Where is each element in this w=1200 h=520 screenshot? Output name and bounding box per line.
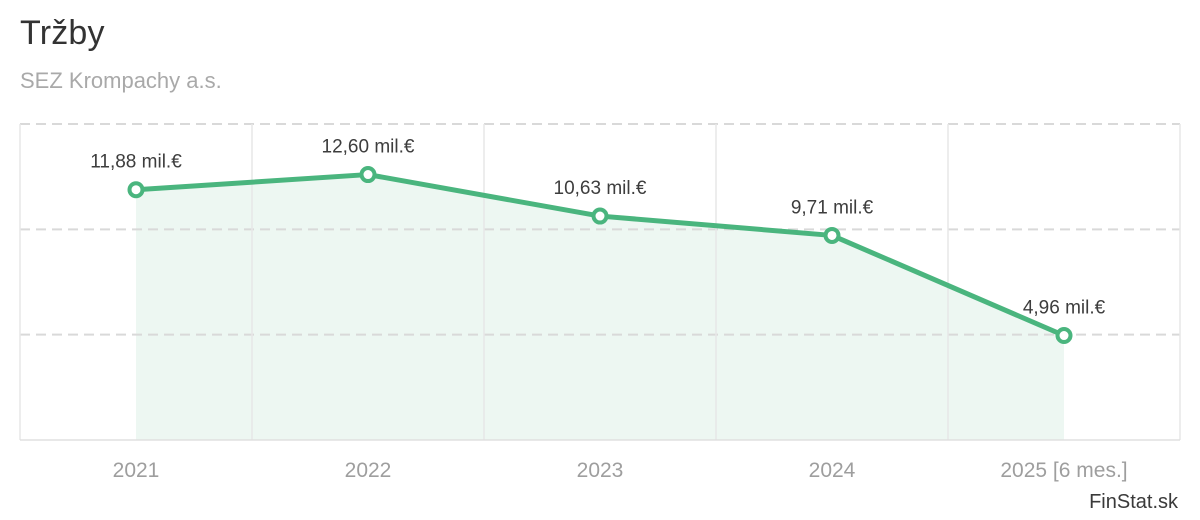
x-axis-tick-label: 2025 [6 mes.] <box>1000 459 1127 482</box>
data-point-label: 4,96 mil.€ <box>1023 298 1106 319</box>
x-axis-tick-label: 2022 <box>345 459 392 482</box>
data-point-marker[interactable] <box>823 226 841 244</box>
data-point-label: 12,60 mil.€ <box>322 137 415 158</box>
data-point-label: 9,71 mil.€ <box>791 197 874 218</box>
data-point-label: 11,88 mil.€ <box>90 152 182 173</box>
data-point-marker[interactable] <box>1055 327 1073 345</box>
chart-subtitle: SEZ Krompachy a.s. <box>20 68 222 93</box>
data-point-label: 10,63 mil.€ <box>554 178 647 199</box>
finstat-watermark: FinStat.sk <box>1089 491 1178 513</box>
x-axis-tick-label: 2023 <box>577 459 624 482</box>
page-title: Tržby <box>20 14 105 52</box>
data-point-marker[interactable] <box>591 207 609 225</box>
x-axis-tick-label: 2024 <box>809 459 856 482</box>
data-point-marker[interactable] <box>359 166 377 184</box>
x-axis-tick-label: 2021 <box>113 459 160 482</box>
data-point-marker[interactable] <box>127 181 145 199</box>
